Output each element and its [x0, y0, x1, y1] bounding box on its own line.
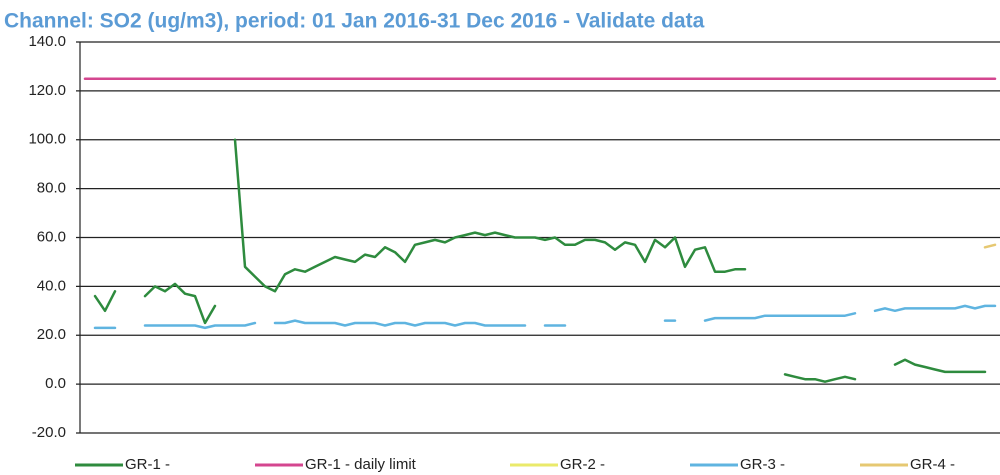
legend-label: GR-4 -	[910, 456, 955, 473]
legend-label: GR-2 -	[560, 456, 605, 473]
legend-label: GR-1 -	[125, 456, 170, 473]
y-tick-label: 60.0	[37, 228, 66, 245]
series-line	[93, 304, 997, 330]
y-tick-label: -20.0	[32, 424, 66, 441]
y-tick-label: 40.0	[37, 277, 66, 294]
series-line	[983, 243, 997, 249]
y-tick-label: 0.0	[45, 375, 66, 392]
y-tick-label: 140.0	[28, 33, 66, 50]
legend-label: GR-1 - daily limit	[305, 456, 417, 473]
y-tick-label: 100.0	[28, 131, 66, 148]
y-tick-label: 120.0	[28, 82, 66, 99]
legend-label: GR-3 -	[740, 456, 785, 473]
y-tick-label: 20.0	[37, 326, 66, 343]
chart-title: Channel: SO2 (ug/m3), period: 01 Jan 201…	[4, 10, 705, 33]
series-line	[93, 138, 987, 383]
y-tick-label: 80.0	[37, 180, 66, 197]
